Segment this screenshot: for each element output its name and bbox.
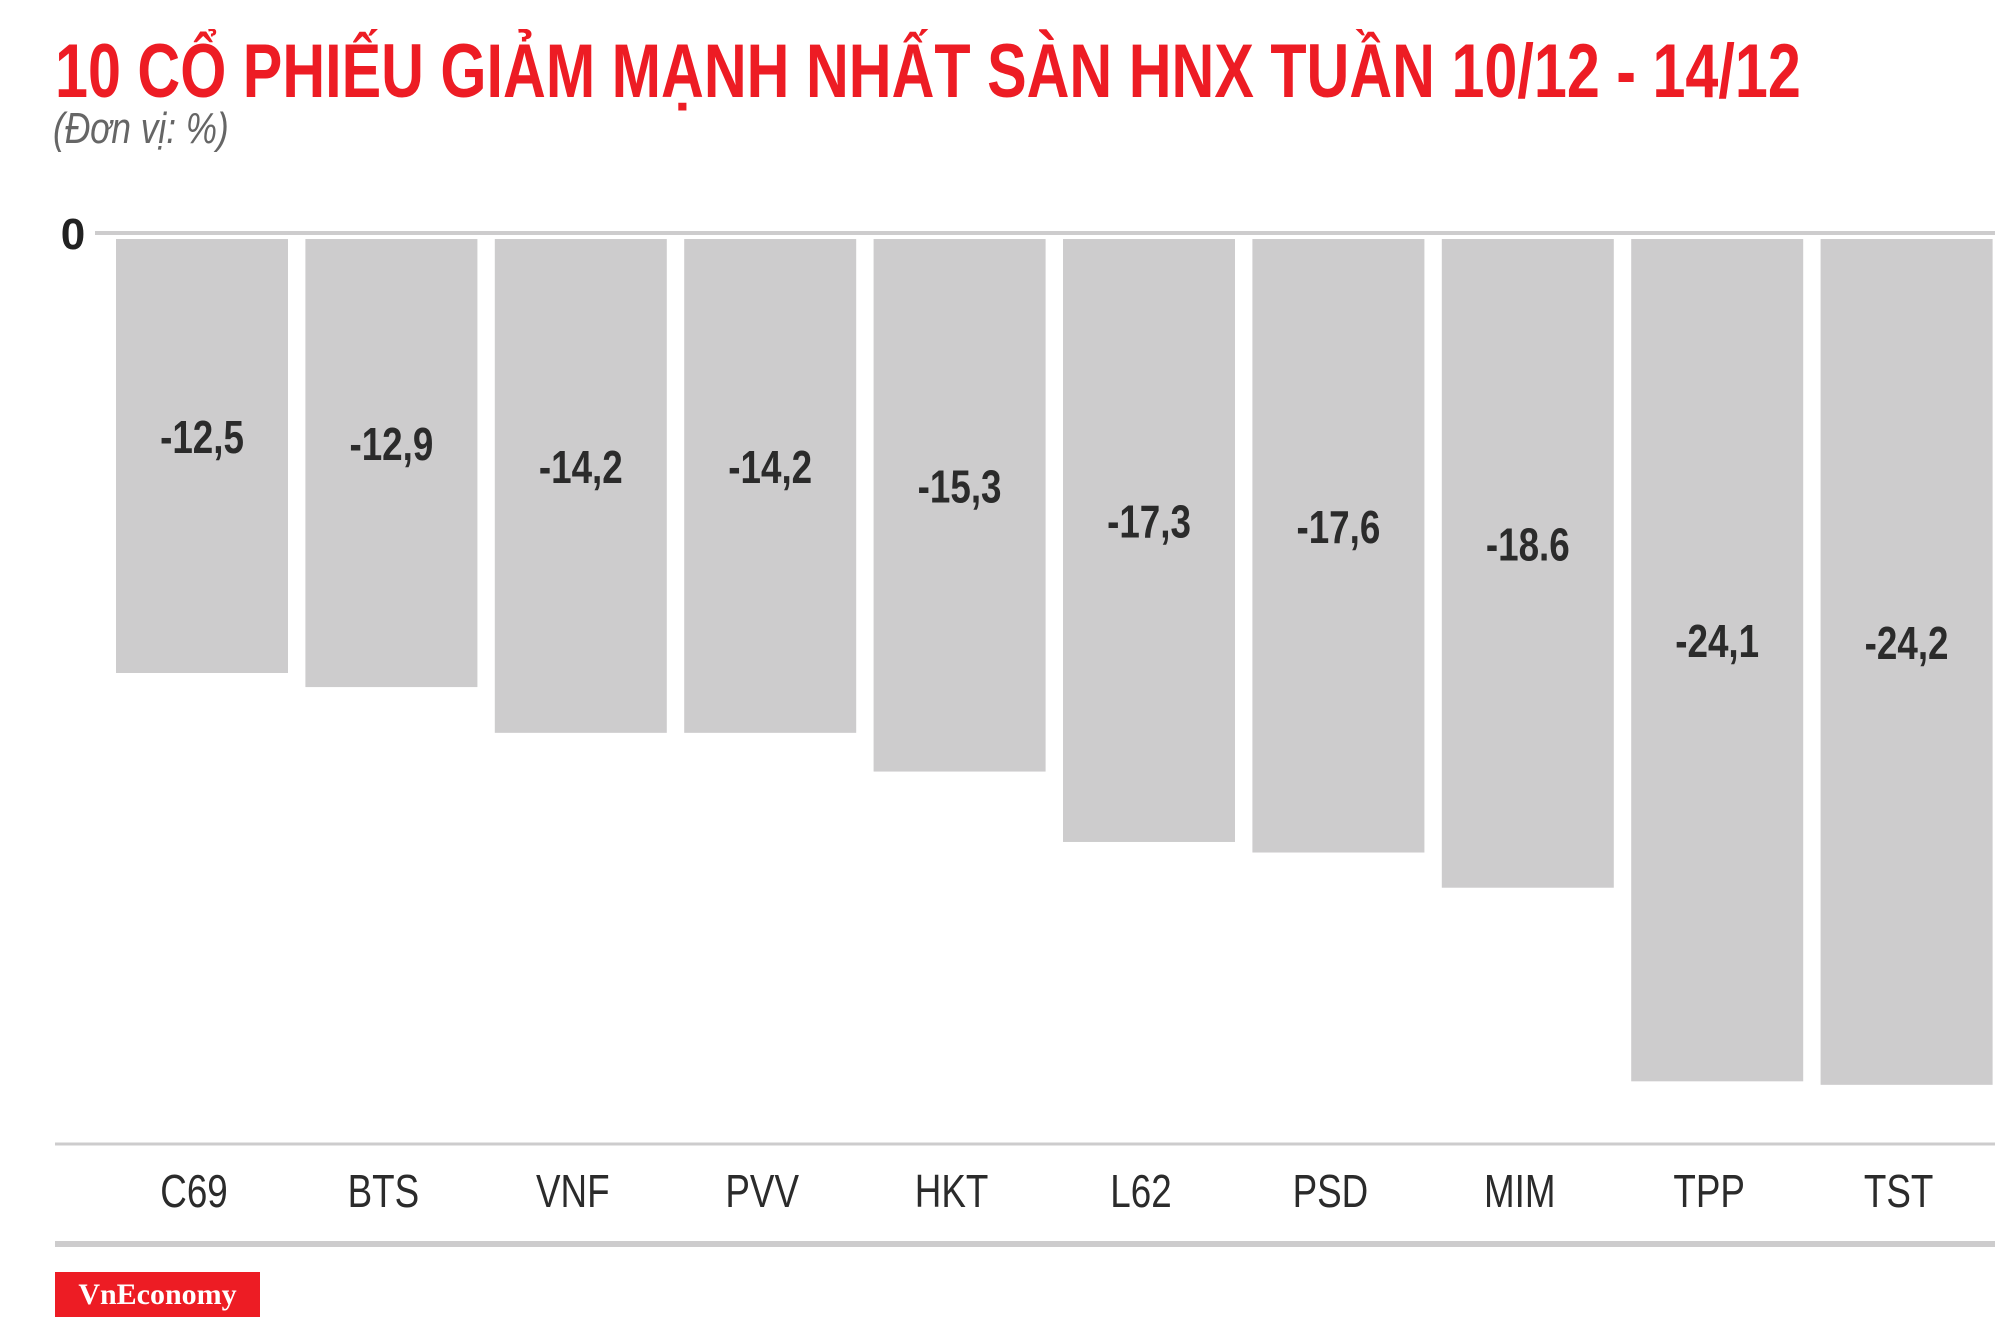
bar-PVV bbox=[684, 239, 857, 733]
bar-HKT bbox=[873, 239, 1046, 772]
data-label: -24,1 bbox=[1675, 615, 1759, 667]
data-label: -17,3 bbox=[1107, 496, 1191, 548]
x-tick-label: TPP bbox=[1673, 1165, 1745, 1217]
bar-PSD bbox=[1252, 239, 1425, 853]
data-label: -17,6 bbox=[1296, 501, 1380, 553]
data-label: -15,3 bbox=[918, 460, 1002, 512]
x-tick-label: HKT bbox=[915, 1165, 989, 1217]
chart-title: 10 CỔ PHIẾU GIẢM MẠNH NHẤT SÀN HNX TUẦN … bbox=[55, 29, 1801, 114]
bar-TPP bbox=[1631, 239, 1804, 1082]
bar-L62 bbox=[1063, 239, 1235, 842]
vneconomy-logo: VnEconomy bbox=[55, 1272, 260, 1317]
bar-VNF bbox=[494, 239, 667, 733]
y-tick-label: 0 bbox=[61, 210, 85, 259]
x-tick-label: MIM bbox=[1484, 1165, 1556, 1217]
bar-MIM bbox=[1441, 239, 1614, 888]
x-tick-label: PVV bbox=[725, 1165, 799, 1217]
chart-subtitle: (Đơn vị: %) bbox=[53, 104, 229, 153]
x-tick-label: L62 bbox=[1110, 1165, 1171, 1217]
data-label: -14,2 bbox=[539, 441, 623, 493]
data-label: -24,2 bbox=[1865, 617, 1949, 669]
x-tick-label: BTS bbox=[348, 1165, 420, 1217]
bar-BTS bbox=[305, 239, 478, 688]
x-tick-label: C69 bbox=[160, 1165, 227, 1217]
data-label: -14,2 bbox=[728, 441, 812, 493]
data-label: -18.6 bbox=[1486, 518, 1570, 570]
bar-TST bbox=[1820, 239, 1993, 1085]
bar-C69 bbox=[116, 239, 288, 673]
x-tick-label: PSD bbox=[1293, 1165, 1369, 1217]
data-label: -12,9 bbox=[349, 418, 433, 470]
data-label: -12,5 bbox=[160, 411, 244, 463]
x-tick-label: TST bbox=[1864, 1165, 1933, 1217]
x-tick-label: VNF bbox=[536, 1165, 610, 1217]
